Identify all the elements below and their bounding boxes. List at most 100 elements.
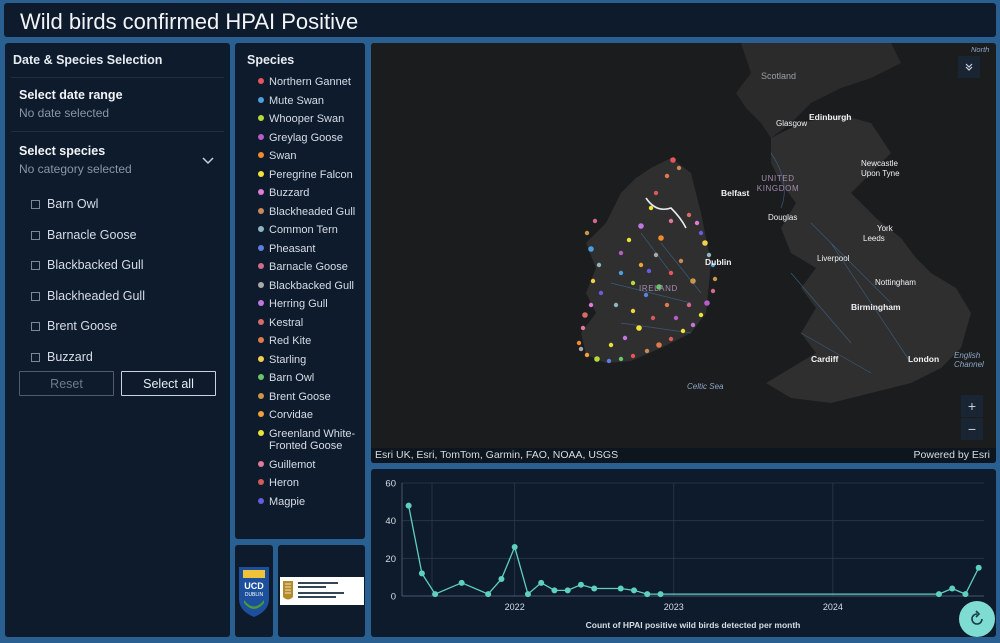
- bird-detection-point[interactable]: [676, 165, 682, 171]
- bird-detection-point[interactable]: [630, 353, 636, 359]
- option-label: Barn Owl: [47, 197, 99, 211]
- species-option-barnacle-goose[interactable]: Barnacle Goose: [31, 226, 137, 244]
- species-option-blackbacked-gull[interactable]: Blackbacked Gull: [31, 256, 144, 274]
- bird-detection-point[interactable]: [664, 173, 670, 179]
- bird-detection-point[interactable]: [690, 278, 696, 284]
- bird-detection-point[interactable]: [630, 280, 636, 286]
- bird-detection-point[interactable]: [712, 276, 718, 282]
- bird-detection-point[interactable]: [704, 300, 710, 306]
- bird-detection-point[interactable]: [670, 157, 676, 163]
- bird-detection-point[interactable]: [596, 262, 602, 268]
- bird-detection-point[interactable]: [644, 348, 650, 354]
- bird-detection-points[interactable]: [371, 43, 996, 463]
- bird-detection-point[interactable]: [702, 240, 708, 246]
- checkbox[interactable]: [31, 199, 40, 209]
- bird-detection-point[interactable]: [673, 315, 679, 321]
- bird-detection-point[interactable]: [584, 230, 590, 236]
- legend-item: Northern Gannet: [235, 76, 365, 89]
- x-tick-label: 2022: [505, 602, 525, 612]
- map-view[interactable]: North Scotland Glasgow Edinburgh UNITED …: [371, 43, 996, 463]
- powered-by-esri[interactable]: Powered by Esri: [913, 449, 990, 461]
- bird-detection-point[interactable]: [588, 246, 594, 252]
- date-range-label[interactable]: Select date range: [19, 88, 123, 102]
- checkbox[interactable]: [31, 291, 40, 301]
- bird-detection-point[interactable]: [668, 270, 674, 276]
- bird-detection-point[interactable]: [626, 237, 632, 243]
- bird-detection-point[interactable]: [598, 290, 604, 296]
- bird-detection-point[interactable]: [690, 322, 696, 328]
- select-all-button[interactable]: Select all: [121, 371, 216, 396]
- bird-detection-point[interactable]: [650, 315, 656, 321]
- zoom-in-button[interactable]: +: [961, 395, 983, 417]
- bird-detection-point[interactable]: [678, 258, 684, 264]
- bird-detection-point[interactable]: [698, 230, 704, 236]
- bird-detection-point[interactable]: [576, 340, 582, 346]
- bird-detection-point[interactable]: [622, 335, 628, 341]
- bird-detection-point[interactable]: [706, 252, 712, 258]
- species-option-blackheaded-gull[interactable]: Blackheaded Gull: [31, 287, 145, 305]
- species-option-barn-owl[interactable]: Barn Owl: [31, 195, 98, 213]
- legend-swatch: [258, 281, 264, 288]
- bird-detection-point[interactable]: [643, 292, 649, 298]
- bird-detection-point[interactable]: [592, 218, 598, 224]
- bird-detection-point[interactable]: [638, 262, 644, 268]
- bird-detection-point[interactable]: [584, 352, 590, 358]
- reset-button[interactable]: Reset: [19, 371, 114, 396]
- bird-detection-point[interactable]: [636, 325, 642, 331]
- collapse-icon[interactable]: [958, 56, 980, 78]
- bird-detection-point[interactable]: [668, 336, 674, 342]
- map-label-north: North: [971, 45, 990, 54]
- refresh-button[interactable]: [959, 601, 995, 637]
- species-option-brent-goose[interactable]: Brent Goose: [31, 317, 117, 335]
- bird-detection-point[interactable]: [618, 270, 624, 276]
- date-range-value[interactable]: No date selected: [19, 106, 110, 120]
- legend-label: Barnacle Goose: [269, 261, 348, 273]
- basemap[interactable]: [371, 43, 996, 463]
- bird-detection-point[interactable]: [618, 356, 624, 362]
- zoom-out-button[interactable]: −: [961, 418, 983, 440]
- legend-label: Starling: [269, 353, 307, 366]
- bird-detection-point[interactable]: [578, 346, 584, 352]
- legend-swatch: [258, 337, 264, 343]
- bird-detection-point[interactable]: [653, 252, 659, 258]
- bird-detection-point[interactable]: [658, 235, 664, 241]
- bird-detection-point[interactable]: [582, 312, 588, 318]
- bird-detection-point[interactable]: [646, 268, 652, 274]
- bird-detection-point[interactable]: [656, 284, 662, 290]
- map-label-edinburgh: Edinburgh: [809, 112, 852, 122]
- bird-detection-point[interactable]: [638, 223, 644, 229]
- bird-detection-point[interactable]: [613, 302, 619, 308]
- species-legend: Species Northern Gannet Mute Swan Whooper …: [235, 43, 365, 539]
- bird-detection-point[interactable]: [668, 218, 674, 224]
- bird-detection-point[interactable]: [590, 278, 596, 284]
- bird-detection-point[interactable]: [653, 190, 659, 196]
- bird-detection-point[interactable]: [686, 302, 692, 308]
- bird-detection-point[interactable]: [606, 358, 612, 364]
- checkbox[interactable]: [31, 230, 40, 240]
- legend-swatch: [258, 429, 264, 436]
- bird-detection-point[interactable]: [656, 342, 662, 348]
- bird-detection-point[interactable]: [710, 262, 716, 268]
- bird-detection-point[interactable]: [694, 220, 700, 226]
- bird-detection-point[interactable]: [648, 205, 654, 211]
- checkbox[interactable]: [31, 260, 40, 270]
- bird-detection-point[interactable]: [594, 356, 600, 362]
- data-point: [538, 579, 545, 586]
- checkbox[interactable]: [31, 321, 40, 331]
- bird-detection-point[interactable]: [588, 302, 594, 308]
- bird-detection-point[interactable]: [680, 328, 686, 334]
- species-select-label[interactable]: Select species: [19, 144, 106, 158]
- bird-detection-point[interactable]: [710, 288, 716, 294]
- bird-detection-point[interactable]: [664, 302, 670, 308]
- bird-detection-point[interactable]: [686, 212, 692, 218]
- bird-detection-point[interactable]: [618, 250, 624, 256]
- checkbox[interactable]: [31, 352, 40, 362]
- bird-detection-point[interactable]: [608, 342, 614, 348]
- legend-label: Common Tern: [269, 224, 338, 236]
- bird-detection-point[interactable]: [580, 325, 586, 331]
- species-option-buzzard[interactable]: Buzzard: [31, 348, 93, 366]
- bird-detection-point[interactable]: [698, 312, 704, 318]
- chevron-down-icon[interactable]: [201, 153, 215, 167]
- species-select-value[interactable]: No category selected: [19, 162, 132, 176]
- bird-detection-point[interactable]: [630, 308, 636, 314]
